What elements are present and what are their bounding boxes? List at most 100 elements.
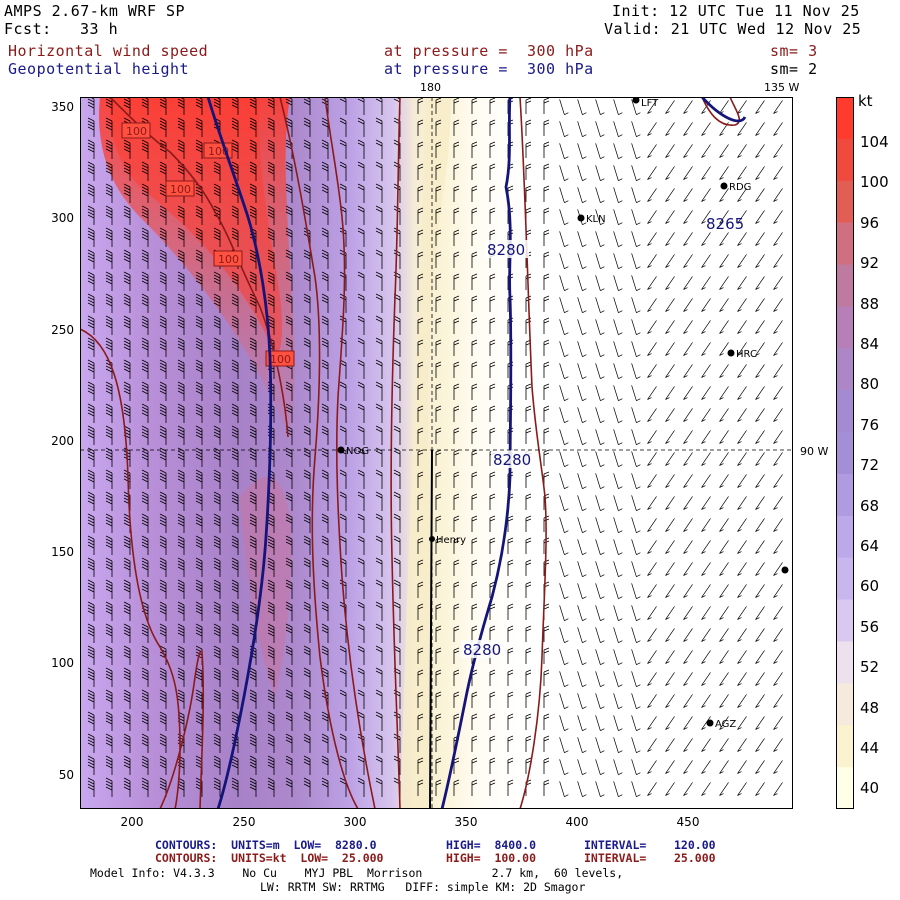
wind-barb (105, 689, 113, 709)
colorbar-cell (836, 432, 854, 475)
wind-barb (231, 579, 239, 599)
wind-barb (105, 535, 113, 555)
wind-barb (285, 777, 293, 797)
wind-barb (195, 469, 203, 489)
colorbar-tick-label: 76 (860, 415, 880, 434)
wind-barb (285, 447, 293, 467)
wind-barb (683, 694, 693, 708)
wind-barb (87, 447, 95, 467)
wind-barb (213, 227, 221, 247)
wind-barb (613, 297, 623, 313)
meridian-line (429, 449, 433, 809)
wind-barb (87, 139, 95, 159)
wind-barb (737, 320, 747, 334)
wind-barb (303, 711, 311, 731)
wind-barb (631, 693, 641, 709)
wind-barb (755, 144, 765, 158)
wind-barb (773, 518, 783, 532)
wind-barb (665, 782, 675, 796)
wind-barb (417, 779, 424, 796)
wind-barb (613, 605, 623, 621)
wind-barb (737, 232, 747, 246)
wind-barb (105, 711, 113, 731)
wind-barb (755, 254, 765, 268)
wind-barb (375, 447, 383, 467)
wind-barb (321, 711, 329, 731)
wind-barb (559, 781, 569, 797)
wind-barb (435, 185, 442, 202)
wind-barb (435, 757, 442, 774)
wind-barb (755, 518, 765, 532)
wind-barb (339, 337, 347, 357)
wind-barb (453, 295, 460, 312)
colorbar-tick-label: 88 (860, 294, 880, 313)
wind-barb (559, 99, 569, 115)
wind-barb (249, 403, 257, 423)
wind-barb (159, 403, 167, 423)
wind-barb (595, 385, 605, 401)
wind-barb (375, 469, 383, 489)
wind-barb (177, 557, 185, 577)
wind-barb (267, 689, 275, 709)
wind-barb (737, 650, 747, 664)
wind-barb (87, 733, 95, 753)
wind-barb (559, 517, 569, 533)
wind-barb (613, 99, 623, 115)
wind-barb (303, 491, 311, 511)
wind-barb (613, 385, 623, 401)
wind-barb (559, 187, 569, 203)
wind-barb (595, 451, 605, 467)
wind-barb (471, 691, 478, 708)
wind-barb (357, 403, 365, 423)
wind-barb (525, 405, 532, 422)
wind-barb (303, 315, 311, 335)
wind-barb (177, 205, 185, 225)
wind-barb (701, 628, 711, 642)
colorbar-tick-label: 96 (860, 213, 880, 232)
wind-barb (267, 755, 275, 775)
wind-barb (303, 469, 311, 489)
wind-barb (159, 579, 167, 599)
wind-barb (213, 755, 221, 775)
wind-barb (123, 733, 131, 753)
wind-barb (773, 496, 783, 510)
wind-barb (719, 166, 729, 180)
wind-barb (87, 469, 95, 489)
wind-barb (177, 535, 185, 555)
wind-barb (631, 209, 641, 225)
wind-barb (417, 317, 424, 334)
colorbar-tick-label: 52 (860, 658, 880, 677)
wind-barb (159, 381, 167, 401)
wind-barb (105, 161, 113, 181)
wind-barb (435, 229, 442, 246)
wind-barb (665, 210, 675, 224)
wind-barb (417, 119, 424, 136)
field-geopotential: Geopotential height (8, 60, 190, 78)
wind-barb (213, 535, 221, 555)
wind-barb (87, 579, 95, 599)
wind-barb (303, 425, 311, 445)
wind-barb (471, 185, 478, 202)
wind-barb (285, 315, 293, 335)
wind-barb (525, 515, 532, 532)
valid-time: Valid: 21 UTC Wed 12 Nov 25 (604, 20, 862, 38)
colorbar-cell (836, 138, 854, 182)
wind-barb (683, 782, 693, 796)
wind-barb (559, 583, 569, 599)
wind-barb (453, 493, 460, 510)
colorbar-tick-label: 48 (860, 698, 880, 717)
wind-barb (123, 139, 131, 159)
wind-barb (737, 584, 747, 598)
wind-barb (647, 518, 657, 532)
wind-barb (613, 627, 623, 643)
wind-barb (375, 381, 383, 401)
x-tick: 350 (454, 815, 478, 829)
wind-barb (683, 276, 693, 290)
wind-barb (631, 671, 641, 687)
wind-barb (249, 117, 257, 137)
wind-barb (665, 716, 675, 730)
wind-barb (577, 539, 587, 555)
wind-barb (267, 667, 275, 687)
wind-barb (417, 251, 424, 268)
wind-barb (737, 188, 747, 202)
